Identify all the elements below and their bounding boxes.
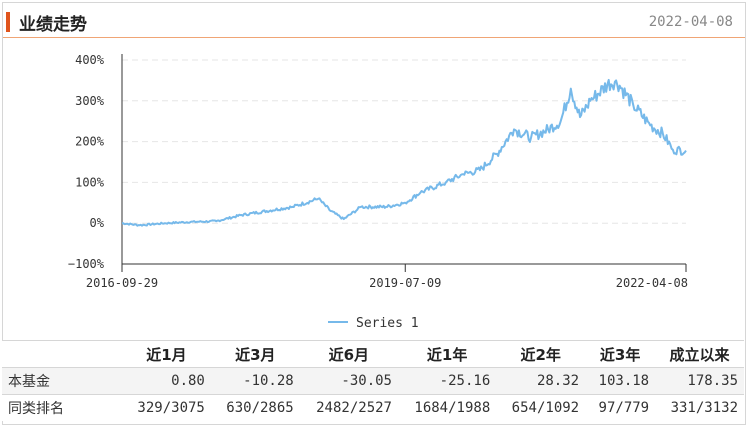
table-cell: 2482/2527 (299, 394, 398, 421)
col-header-blank (2, 340, 122, 368)
col-header-3y: 近3年 (585, 340, 656, 368)
table-header-row: 近1月 近3月 近6月 近1年 近2年 近3年 成立以来 (2, 340, 744, 368)
table-row: 本基金 0.80 -10.28 -30.05 -25.16 28.32 103.… (2, 367, 744, 395)
y-axis-labels: 400% 300% 200% 100% 0% −100% (68, 53, 105, 271)
table-cell: 97/779 (585, 394, 656, 421)
y-tick-label: 200% (75, 135, 105, 149)
table-row: 同类排名 329/3075 630/2865 2482/2527 1684/19… (2, 394, 744, 421)
x-tick-label: 2016-09-29 (86, 276, 158, 290)
table-cell: -10.28 (210, 367, 300, 395)
series-1-line (122, 78, 687, 227)
y-tick-label: 0% (90, 216, 105, 230)
title-accent-bar (6, 12, 10, 32)
table-cell: 1684/1988 (397, 394, 497, 421)
legend-label: Series 1 (356, 316, 419, 331)
x-tick-label: 2019-07-09 (369, 276, 441, 290)
row-label: 本基金 (2, 367, 122, 395)
performance-chart: 400% 300% 200% 100% 0% −100% 2016-09-29 2019-0… (68, 53, 688, 331)
col-header-1y: 近1年 (397, 340, 497, 368)
x-tick-label: 2022-04-08 (616, 276, 688, 290)
panel-header: 业绩走势 2022-04-08 (3, 3, 745, 38)
header-date: 2022-04-08 (648, 14, 733, 30)
table-cell: 28.32 (496, 367, 586, 395)
table-cell: 331/3132 (655, 394, 744, 421)
y-tick-label: 100% (75, 175, 105, 189)
y-tick-label: −100% (68, 257, 105, 271)
table-cell: 178.35 (655, 367, 744, 395)
table-cell: -25.16 (397, 367, 497, 395)
y-tick-label: 300% (75, 94, 105, 108)
chart-grid (122, 59, 686, 224)
table-cell: -30.05 (299, 367, 398, 395)
table-cell: 630/2865 (210, 394, 300, 421)
returns-table: 近1月 近3月 近6月 近1年 近2年 近3年 成立以来 本基金 0.80 -1… (2, 340, 744, 421)
row-label: 同类排名 (2, 394, 122, 421)
x-axis-labels: 2016-09-29 2019-07-09 2022-04-08 (86, 264, 688, 290)
col-header-2y: 近2年 (496, 340, 586, 368)
chart-legend[interactable]: Series 1 (328, 316, 419, 331)
table-cell: 654/1092 (496, 394, 586, 421)
table-cell: 103.18 (585, 367, 656, 395)
col-header-1m: 近1月 (122, 340, 211, 368)
col-header-inception: 成立以来 (655, 340, 744, 368)
panel-title: 业绩走势 (19, 15, 87, 35)
col-header-3m: 近3月 (210, 340, 300, 368)
table-cell: 329/3075 (122, 394, 211, 421)
table-cell: 0.80 (122, 367, 211, 395)
y-tick-label: 400% (75, 53, 105, 67)
col-header-6m: 近6月 (299, 340, 398, 368)
